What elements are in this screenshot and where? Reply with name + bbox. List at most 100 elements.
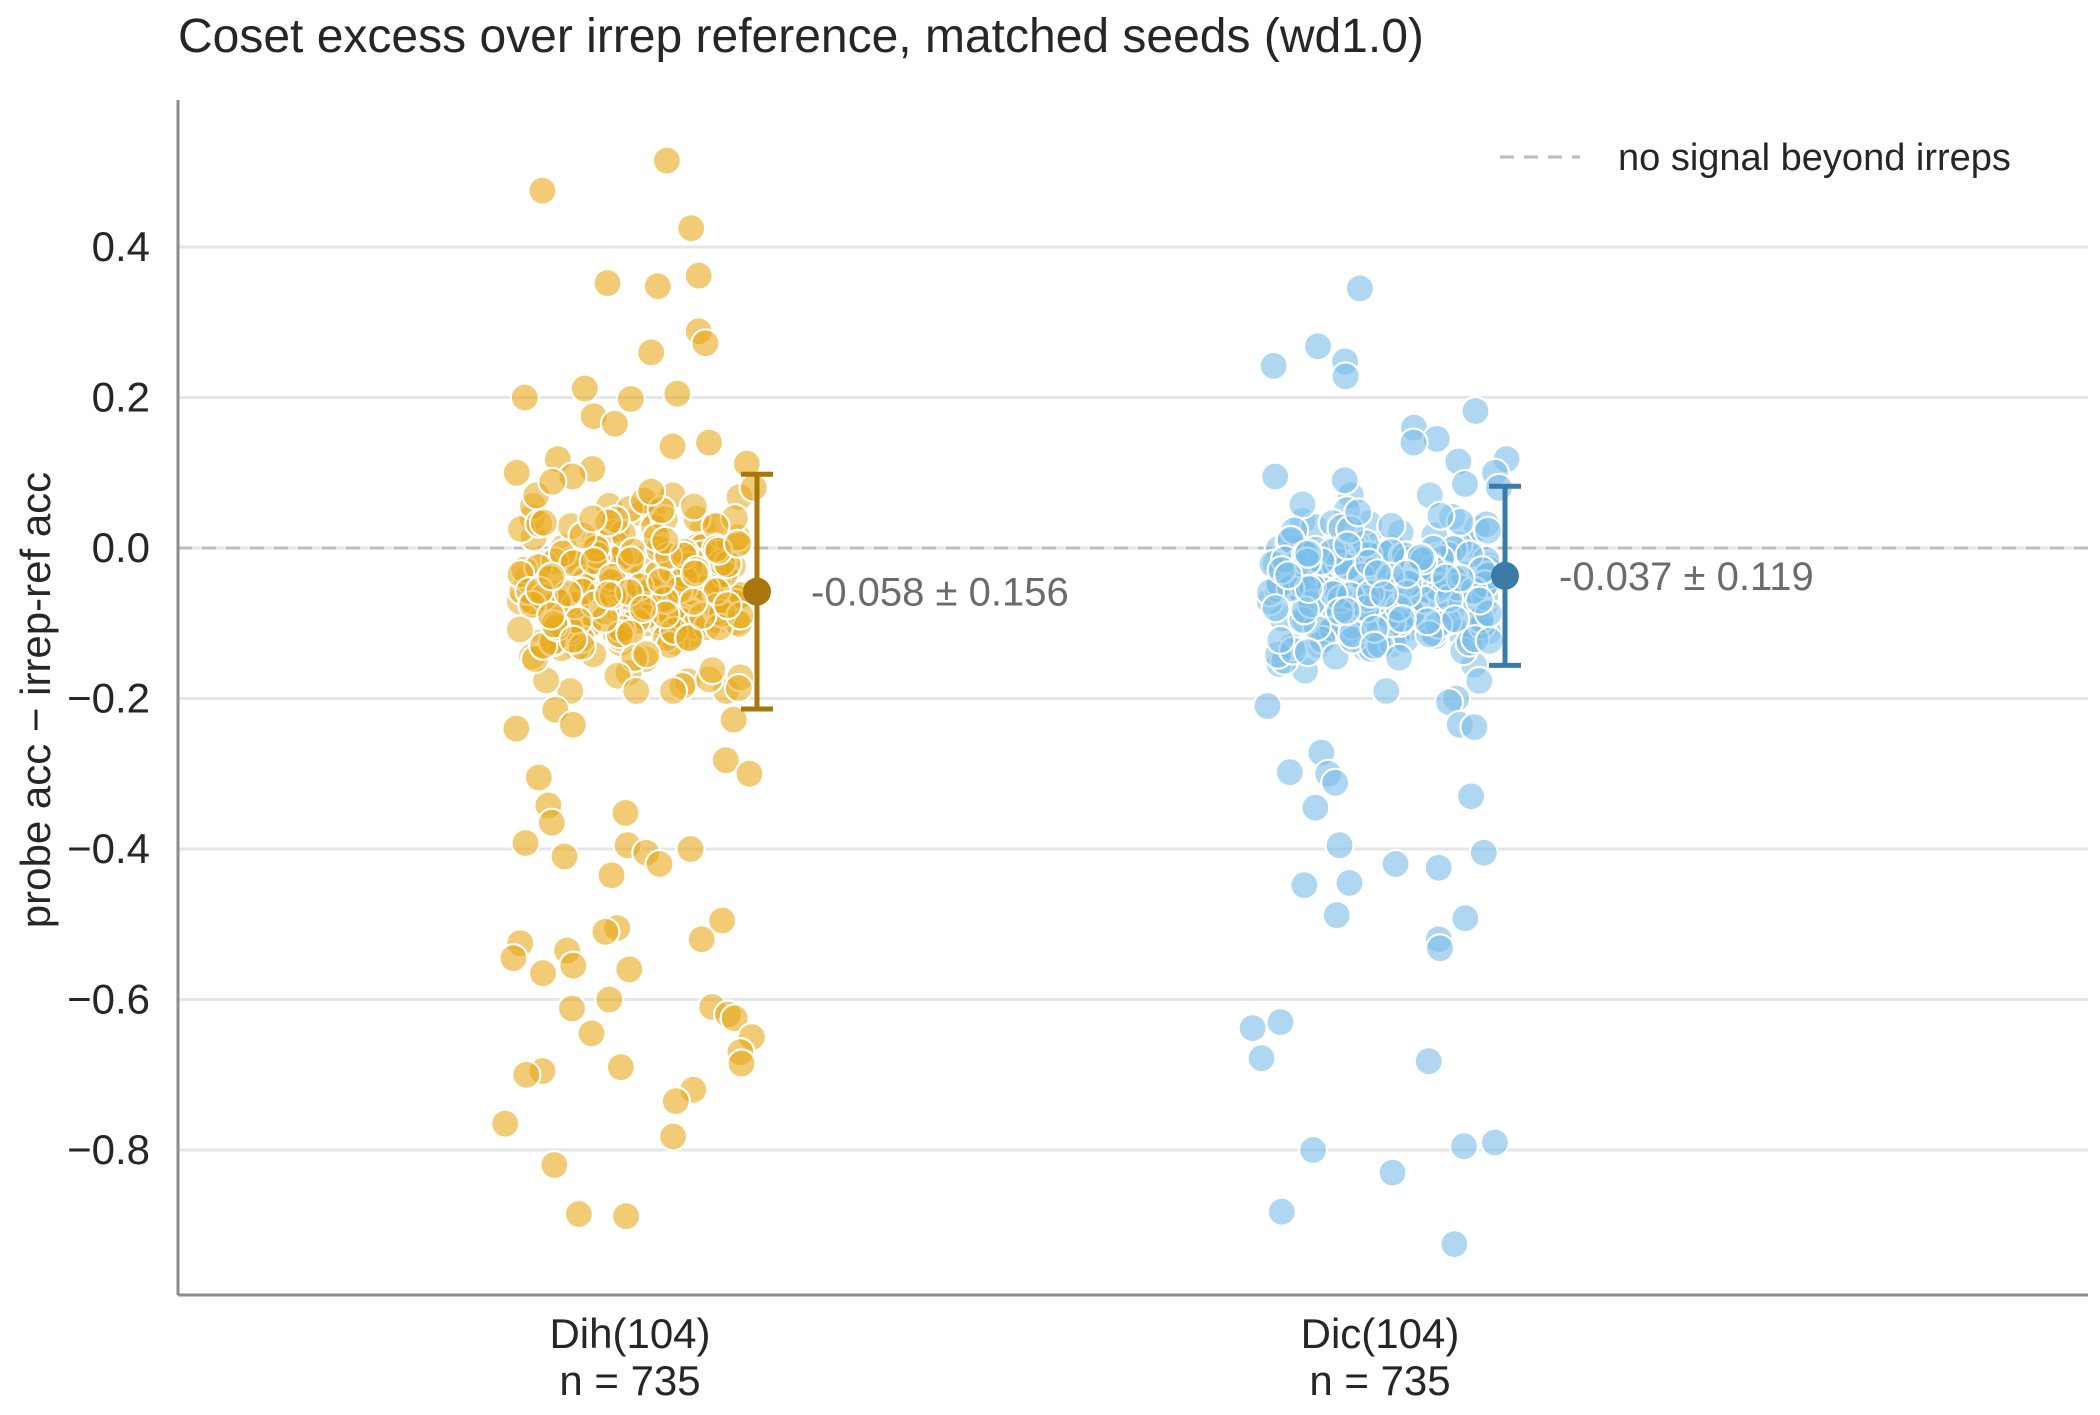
data-point bbox=[1266, 1196, 1297, 1227]
data-point bbox=[1455, 781, 1487, 812]
data-point bbox=[710, 745, 741, 776]
data-point bbox=[621, 675, 652, 707]
data-point bbox=[676, 213, 707, 244]
data-point bbox=[644, 848, 675, 880]
data-point bbox=[662, 378, 693, 409]
data-point bbox=[738, 472, 769, 503]
data-point bbox=[1386, 603, 1417, 635]
y-tick-label: −0.2 bbox=[67, 675, 150, 722]
data-point bbox=[536, 807, 567, 838]
data-point bbox=[527, 175, 558, 206]
data-point bbox=[614, 954, 645, 985]
data-point bbox=[1260, 593, 1291, 624]
data-point bbox=[1423, 852, 1454, 883]
data-point bbox=[1368, 579, 1400, 610]
data-point bbox=[610, 797, 641, 829]
data-point bbox=[1479, 1127, 1511, 1158]
data-point bbox=[590, 916, 621, 947]
data-point bbox=[509, 382, 540, 413]
data-point bbox=[1398, 427, 1429, 458]
data-point bbox=[627, 593, 659, 624]
data-point bbox=[498, 942, 529, 974]
data-point bbox=[576, 1018, 607, 1049]
data-point bbox=[557, 709, 589, 740]
y-tick-label: −0.4 bbox=[67, 825, 150, 872]
data-point bbox=[1391, 558, 1422, 590]
y-axis-label: probe acc − irrep-ref acc bbox=[12, 472, 59, 928]
data-point bbox=[1332, 530, 1363, 561]
data-point bbox=[1472, 515, 1504, 546]
data-point bbox=[1292, 636, 1324, 668]
data-point bbox=[1430, 562, 1461, 593]
data-point bbox=[650, 525, 681, 556]
data-point bbox=[1293, 538, 1324, 569]
data-point bbox=[1237, 1012, 1268, 1044]
data-point bbox=[1412, 606, 1443, 637]
data-point bbox=[631, 639, 662, 670]
data-point bbox=[657, 675, 689, 707]
data-point bbox=[1439, 1228, 1470, 1260]
mean-annotation: -0.058 ± 0.156 bbox=[811, 571, 1069, 615]
x-tick-count: n = 735 bbox=[1309, 1357, 1450, 1404]
data-point bbox=[712, 590, 743, 621]
data-point bbox=[527, 958, 559, 989]
data-point bbox=[592, 268, 623, 299]
data-point bbox=[1344, 273, 1376, 304]
data-point bbox=[1302, 331, 1334, 362]
data-point bbox=[723, 672, 754, 704]
data-point bbox=[693, 427, 725, 458]
data-point bbox=[1371, 675, 1402, 707]
data-point bbox=[599, 408, 631, 439]
data-point bbox=[642, 271, 673, 302]
data-point bbox=[528, 507, 560, 538]
data-point bbox=[683, 260, 714, 291]
data-point bbox=[594, 984, 625, 1015]
data-point bbox=[1289, 869, 1320, 901]
data-point bbox=[1459, 711, 1490, 743]
data-point bbox=[1343, 497, 1374, 528]
x-tick-count: n = 735 bbox=[559, 1357, 700, 1404]
data-point bbox=[577, 503, 608, 534]
data-point bbox=[1413, 1046, 1444, 1077]
data-point bbox=[1424, 933, 1456, 964]
data-point bbox=[1252, 690, 1283, 722]
data-point bbox=[678, 491, 710, 522]
data-point bbox=[1324, 830, 1355, 861]
data-point bbox=[537, 466, 568, 497]
chart-title: Coset excess over irrep reference, match… bbox=[178, 10, 1424, 63]
mean-marker bbox=[1491, 561, 1519, 590]
data-point bbox=[686, 924, 717, 955]
data-point bbox=[1330, 361, 1361, 392]
data-point bbox=[722, 528, 754, 559]
y-tick-label: 0.4 bbox=[92, 223, 150, 270]
data-point bbox=[558, 624, 589, 655]
x-tick-label: Dih(104) bbox=[549, 1310, 710, 1357]
y-tick-label: 0.0 bbox=[92, 524, 150, 571]
data-point bbox=[556, 993, 588, 1024]
data-point bbox=[1464, 665, 1495, 697]
data-point bbox=[636, 476, 667, 507]
data-point bbox=[1246, 1043, 1277, 1074]
errorbar: -0.058 ± 0.156 bbox=[741, 471, 1069, 712]
data-point bbox=[1329, 465, 1360, 496]
data-point bbox=[1321, 900, 1352, 931]
data-point bbox=[1260, 461, 1291, 492]
errorbar: -0.037 ± 0.119 bbox=[1489, 483, 1814, 668]
data-point bbox=[719, 1003, 750, 1034]
data-point bbox=[490, 1108, 521, 1139]
data-point bbox=[1274, 757, 1305, 788]
data-point bbox=[510, 827, 541, 859]
grid bbox=[178, 245, 2088, 1152]
data-point bbox=[536, 561, 567, 592]
data-point bbox=[593, 579, 624, 610]
data-point bbox=[679, 558, 711, 589]
data-point bbox=[610, 1201, 642, 1232]
data-point bbox=[646, 566, 677, 597]
y-tick-label: −0.6 bbox=[67, 976, 150, 1023]
data-point bbox=[678, 586, 709, 617]
data-point bbox=[1448, 1131, 1480, 1162]
data-point bbox=[660, 1085, 691, 1117]
data-point bbox=[1273, 560, 1304, 591]
